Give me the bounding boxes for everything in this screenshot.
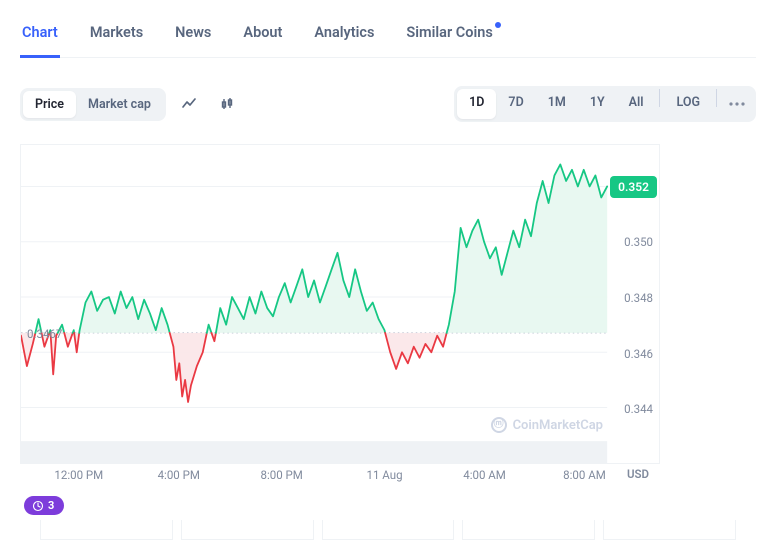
divider <box>659 89 660 107</box>
tab-news[interactable]: News <box>173 18 213 57</box>
range-all[interactable]: All <box>617 89 656 119</box>
price-chart: 0.3440.3460.3480.3500.352 0.3467 0.352 ⓜ… <box>20 144 756 540</box>
range-1y[interactable]: 1Y <box>578 89 617 119</box>
mini-panel <box>462 520 595 540</box>
tab-similar-coins[interactable]: Similar Coins <box>404 18 502 57</box>
chart-svg[interactable] <box>21 145 659 463</box>
x-tick-label: 11 Aug <box>367 468 403 482</box>
x-tick-label: 4:00 AM <box>463 468 506 482</box>
coinmarketcap-icon: ⓜ <box>491 417 507 433</box>
line-chart-icon[interactable] <box>174 89 204 119</box>
range-1m[interactable]: 1M <box>536 89 578 119</box>
tab-about[interactable]: About <box>241 18 284 57</box>
tabs-bar: Chart Markets News About Analytics Similar Co… <box>20 0 756 58</box>
chart-toolbar: PriceMarket cap 1D7D1M1YAll LOG <box>20 86 756 122</box>
range-segmented: 1D7D1M1YAll LOG <box>454 86 756 122</box>
baseline-label: 0.3467 <box>27 327 62 341</box>
tab-chart[interactable]: Chart <box>20 18 60 58</box>
tab-analytics[interactable]: Analytics <box>312 18 376 57</box>
log-toggle[interactable]: LOG <box>664 89 712 119</box>
chip-count: 3 <box>48 499 54 512</box>
divider <box>716 89 717 107</box>
x-tick-label: 4:00 PM <box>158 468 200 482</box>
mini-panel <box>40 520 173 540</box>
range-1d[interactable]: 1D <box>457 89 496 119</box>
x-tick-label: 12:00 PM <box>54 468 103 482</box>
history-chip[interactable]: 3 <box>24 496 64 515</box>
watermark: ⓜ CoinMarketCap <box>491 417 603 433</box>
mini-panel <box>181 520 314 540</box>
x-tick-label: 8:00 AM <box>563 468 606 482</box>
metric-market-cap[interactable]: Market cap <box>76 91 163 118</box>
x-tick-label: 8:00 PM <box>260 468 302 482</box>
mini-panel <box>603 520 736 540</box>
tab-markets[interactable]: Markets <box>88 18 145 57</box>
current-price-tag: 0.352 <box>610 176 657 198</box>
watermark-text: CoinMarketCap <box>513 418 603 433</box>
mini-panel <box>322 520 455 540</box>
mini-panels <box>20 520 756 540</box>
candlestick-icon[interactable] <box>212 89 242 119</box>
notification-dot-icon <box>495 22 501 28</box>
more-icon[interactable] <box>721 89 753 119</box>
x-axis-labels: 12:00 PM 4:00 PM 8:00 PM 11 Aug 4:00 AM 8:00 … <box>20 468 660 490</box>
range-7d[interactable]: 7D <box>496 89 535 119</box>
clock-icon <box>32 500 44 512</box>
metric-segmented: PriceMarket cap <box>20 88 166 121</box>
metric-price[interactable]: Price <box>23 91 76 118</box>
